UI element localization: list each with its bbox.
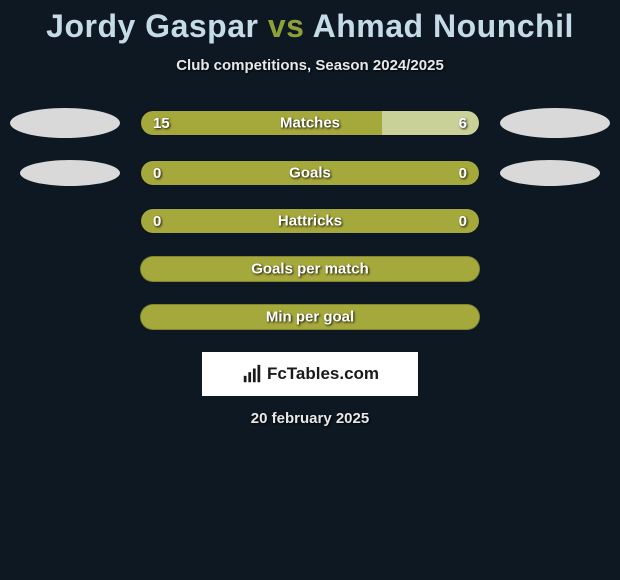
- right-fill: 0: [310, 161, 479, 185]
- player2-placeholder: [500, 160, 600, 186]
- stat-bar: Goals per match: [140, 256, 480, 282]
- stat-row: Min per goal: [0, 304, 620, 330]
- left-fill: 0: [141, 161, 310, 185]
- stat-label: Goals per match: [251, 261, 369, 278]
- chart-icon: [241, 363, 263, 385]
- brand-text: FcTables.com: [267, 364, 379, 384]
- stat-label: Hattricks: [278, 213, 342, 230]
- stats-container: 15 6 Matches 0 0 Goals 0 0 Hattricks Goals per ma…: [0, 108, 620, 330]
- right-value: 6: [459, 115, 467, 132]
- left-value: 15: [153, 115, 170, 132]
- right-value: 0: [459, 165, 467, 182]
- player1-name: Jordy Gaspar: [46, 8, 258, 44]
- left-value: 0: [153, 165, 161, 182]
- stat-bar: 15 6 Matches: [140, 110, 480, 136]
- date-text: 20 february 2025: [0, 410, 620, 427]
- brand-box: FcTables.com: [202, 352, 418, 396]
- subtitle: Club competitions, Season 2024/2025: [0, 57, 620, 74]
- player2-name: Ahmad Nounchil: [313, 8, 574, 44]
- comparison-title: Jordy Gaspar vs Ahmad Nounchil: [0, 8, 620, 45]
- right-value: 0: [459, 213, 467, 230]
- stat-bar: 0 0 Goals: [140, 160, 480, 186]
- stat-label: Min per goal: [266, 309, 354, 326]
- player1-placeholder: [10, 108, 120, 138]
- right-fill: 6: [382, 111, 479, 135]
- stat-row: 0 0 Goals: [0, 160, 620, 186]
- vs-text: vs: [268, 8, 305, 44]
- stat-bar: Min per goal: [140, 304, 480, 330]
- stat-row: 15 6 Matches: [0, 108, 620, 138]
- player1-placeholder: [20, 160, 120, 186]
- left-value: 0: [153, 213, 161, 230]
- stat-bar: 0 0 Hattricks: [140, 208, 480, 234]
- player2-placeholder: [500, 108, 610, 138]
- stat-row: Goals per match: [0, 256, 620, 282]
- stat-row: 0 0 Hattricks: [0, 208, 620, 234]
- left-fill: 15: [141, 111, 382, 135]
- stat-label: Goals: [289, 165, 331, 182]
- stat-label: Matches: [280, 115, 340, 132]
